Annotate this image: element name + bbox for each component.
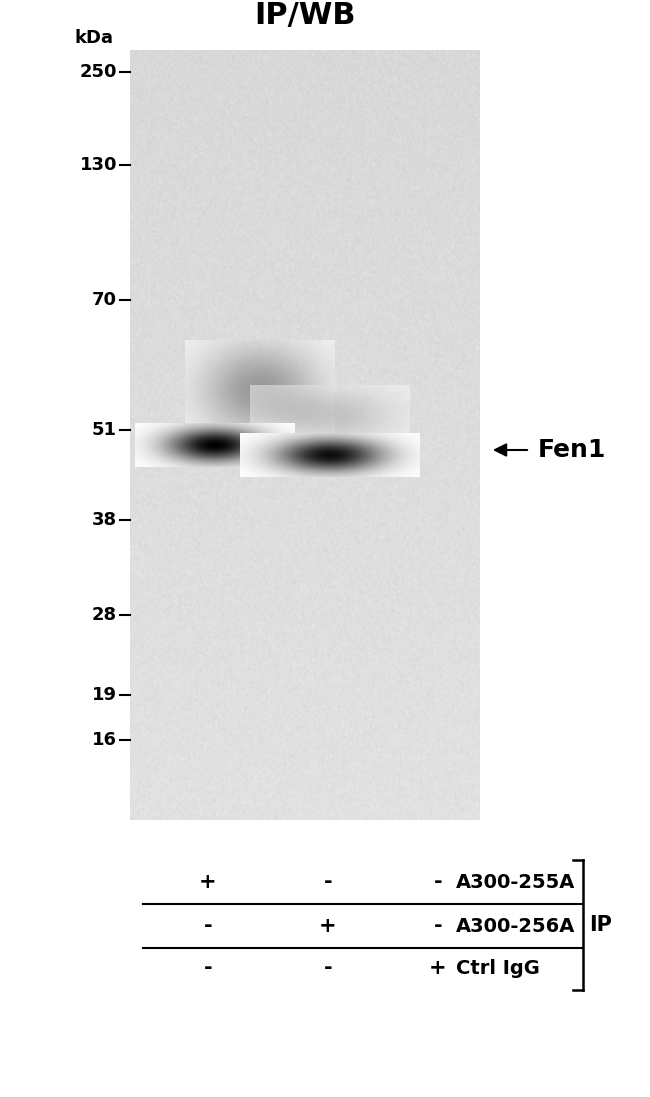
- Text: -: -: [203, 916, 213, 936]
- Text: 70: 70: [92, 291, 117, 309]
- Text: A300-255A: A300-255A: [456, 872, 575, 892]
- Text: 130: 130: [79, 156, 117, 174]
- Text: IP/WB: IP/WB: [254, 1, 356, 30]
- Text: +: +: [199, 872, 217, 892]
- Text: A300-256A: A300-256A: [456, 916, 575, 936]
- Text: -: -: [434, 916, 442, 936]
- Text: 19: 19: [92, 686, 117, 704]
- Text: 250: 250: [79, 63, 117, 81]
- Text: -: -: [203, 958, 213, 979]
- Text: 38: 38: [92, 511, 117, 529]
- Text: 16: 16: [92, 731, 117, 749]
- Text: IP: IP: [589, 915, 612, 935]
- Text: kDa: kDa: [75, 29, 114, 47]
- Text: 28: 28: [92, 606, 117, 624]
- Text: Ctrl IgG: Ctrl IgG: [456, 959, 540, 977]
- Text: -: -: [324, 872, 332, 892]
- Text: Fen1: Fen1: [538, 438, 606, 462]
- Text: 51: 51: [92, 421, 117, 439]
- Text: -: -: [434, 872, 442, 892]
- Text: -: -: [324, 958, 332, 979]
- Text: +: +: [429, 958, 447, 979]
- Text: +: +: [319, 916, 337, 936]
